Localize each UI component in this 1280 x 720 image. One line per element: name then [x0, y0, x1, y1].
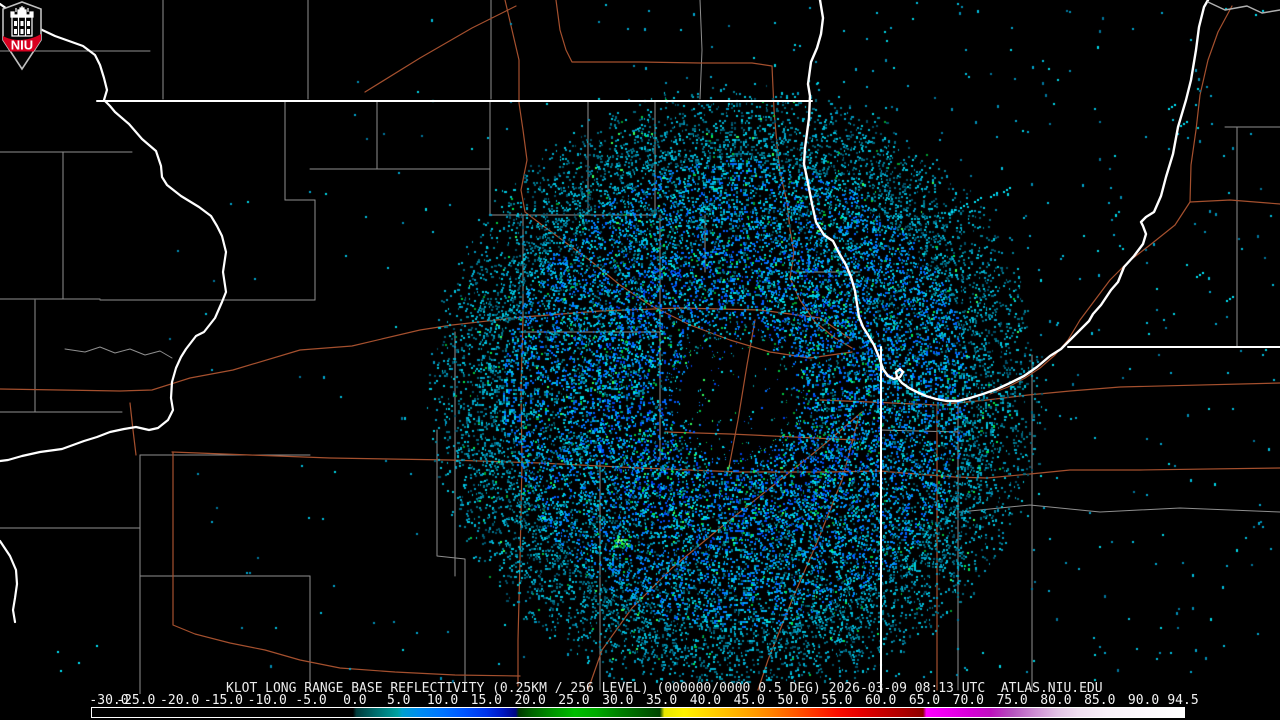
- scale-tick-label: -30.0: [89, 693, 129, 708]
- scale-tick-label: -15.0: [203, 693, 244, 708]
- scale-tick-label: -10.0: [247, 693, 287, 708]
- scale-tick-label: 5.0: [386, 693, 411, 708]
- state-borders: [96, 100, 1280, 693]
- scale-tick-label: 94.5: [1167, 693, 1199, 708]
- scale-tick-label: -5.0: [295, 693, 327, 708]
- scale-tick-label: 70.0: [952, 693, 984, 708]
- river-bend: [0, 539, 19, 624]
- scale-tick-label: 25.0: [558, 693, 590, 708]
- scale-tick-label: 20.0: [514, 693, 546, 708]
- scale-tick-label: 85.0: [1084, 693, 1116, 708]
- reflectivity-color-scale-bar: [91, 707, 1185, 718]
- mississippi-river: [0, 2, 228, 463]
- product-title-text: KLOT LONG RANGE BASE REFLECTIVITY (0.25K…: [226, 681, 1103, 696]
- scale-tick-label: 65.0: [908, 693, 941, 708]
- castle-icon: [10, 6, 34, 37]
- scale-tick-label: -20.0: [160, 693, 200, 708]
- scale-tick-label: 75.0: [996, 693, 1028, 708]
- scale-tick-label: -25.0: [116, 693, 156, 708]
- scale-tick-label: 55.0: [821, 693, 853, 708]
- scale-tick-label: 30.0: [602, 693, 634, 708]
- scale-tick-label: 0.0: [343, 693, 367, 708]
- scale-tick-label: 15.0: [470, 693, 502, 708]
- lake-michigan-shoreline: [802, 0, 1210, 403]
- color-scale-tick-labels: -30.0 -25.0 -20.0 -15.0 -10.0 -5.0 0.0 5.0 10.0 1…: [0, 693, 1280, 708]
- niu-logo-text: NIU: [11, 38, 33, 53]
- scale-tick-label: 35.0: [645, 693, 678, 708]
- niu-shield-logo: NIU: [2, 1, 42, 71]
- scale-tick-label: 40.0: [689, 693, 722, 708]
- scale-tick-label: 50.0: [777, 693, 809, 708]
- scale-tick-label: 80.0: [1040, 693, 1072, 708]
- shoreline-fragment: [1207, 1, 1280, 14]
- scale-tick-label: 10.0: [426, 693, 459, 708]
- scale-tick-label: 60.0: [865, 693, 897, 708]
- rivers-and-lake: [0, 0, 1280, 624]
- scale-tick-label: 90.0: [1127, 693, 1160, 708]
- scale-tick-label: 45.0: [733, 693, 765, 708]
- shield-red-band: [3, 34, 41, 52]
